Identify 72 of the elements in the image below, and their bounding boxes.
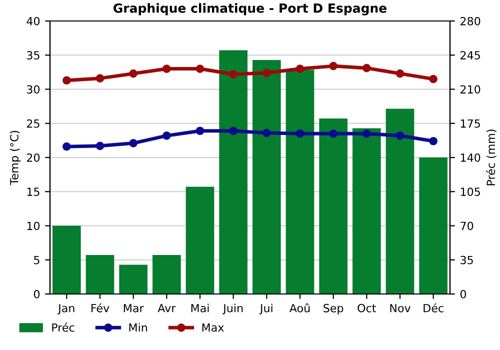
y-tick-label: 5 (34, 256, 40, 264)
point (196, 64, 204, 73)
point (429, 136, 438, 146)
bar (386, 108, 414, 294)
y2-axis-title: Préc (mm) (486, 130, 496, 186)
point (229, 70, 238, 78)
y2-tick-label: 210 (460, 85, 480, 94)
point (96, 142, 104, 150)
y2-tick-label: 35 (460, 256, 473, 264)
x-tick-label: Déc (424, 303, 444, 312)
x-tick-label: Juin (222, 304, 243, 314)
y2-tick-label: 280 (460, 16, 480, 26)
y2-tick-label: 70 (460, 222, 474, 230)
bar (252, 60, 281, 294)
point (362, 64, 371, 72)
bar (186, 186, 214, 294)
y-tick-label: 0 (34, 290, 40, 298)
point (62, 142, 71, 151)
point (329, 62, 338, 70)
point (129, 69, 138, 78)
x-tick-label: Mai (191, 304, 209, 312)
y-tick-label: 10 (27, 222, 40, 230)
point (129, 139, 138, 148)
point (196, 126, 204, 136)
y-tick-label: 25 (26, 119, 40, 128)
y-tick-label: 20 (26, 153, 40, 162)
x-tick-label: Jan (58, 304, 74, 314)
point (296, 129, 304, 138)
point (162, 131, 171, 140)
point (329, 129, 338, 138)
bar (86, 255, 114, 294)
y2-tick-label: 175 (460, 119, 480, 128)
bar (152, 255, 181, 294)
y2-tick-label: 0 (460, 290, 466, 298)
point (262, 128, 271, 138)
y2-tick-label: 105 (460, 188, 480, 196)
x-tick-label: Oct (358, 304, 376, 312)
bar (352, 128, 381, 294)
point (296, 64, 304, 73)
y2-tick-label: 245 (460, 51, 480, 60)
chart-title: Graphique climatique - Port D Espagne (114, 3, 387, 16)
x-tick-label: Nov (390, 304, 411, 312)
x-tick-label: Mar (124, 304, 144, 312)
point (396, 69, 404, 78)
y-tick-label: 30 (26, 85, 40, 94)
x-tick-label: Avr (158, 304, 176, 312)
point (62, 76, 71, 85)
x-tick-label: Jui (259, 304, 272, 314)
bar (286, 70, 314, 294)
legend-label: Min (129, 323, 147, 332)
point (362, 129, 371, 138)
legend-label: Max (202, 323, 224, 332)
bar (319, 118, 348, 294)
x-tick-label: Fév (91, 303, 110, 312)
point (262, 68, 271, 78)
point (396, 131, 404, 140)
point (162, 64, 171, 73)
bar (219, 50, 248, 294)
y-tick-label: 40 (26, 16, 40, 26)
bar (119, 264, 148, 294)
x-tick-label: Sep (324, 304, 344, 314)
y-axis-title: Temp (°C) (10, 130, 21, 186)
y2-tick-label: 140 (460, 153, 480, 162)
legend-label: Préc (52, 322, 74, 332)
x-tick-label: Aoû (289, 303, 310, 312)
y-tick-label: 15 (27, 188, 40, 196)
bar (419, 158, 448, 294)
y-tick-label: 35 (26, 51, 40, 60)
point (229, 126, 238, 136)
bar (52, 226, 81, 294)
point (96, 74, 104, 82)
point (429, 74, 438, 84)
